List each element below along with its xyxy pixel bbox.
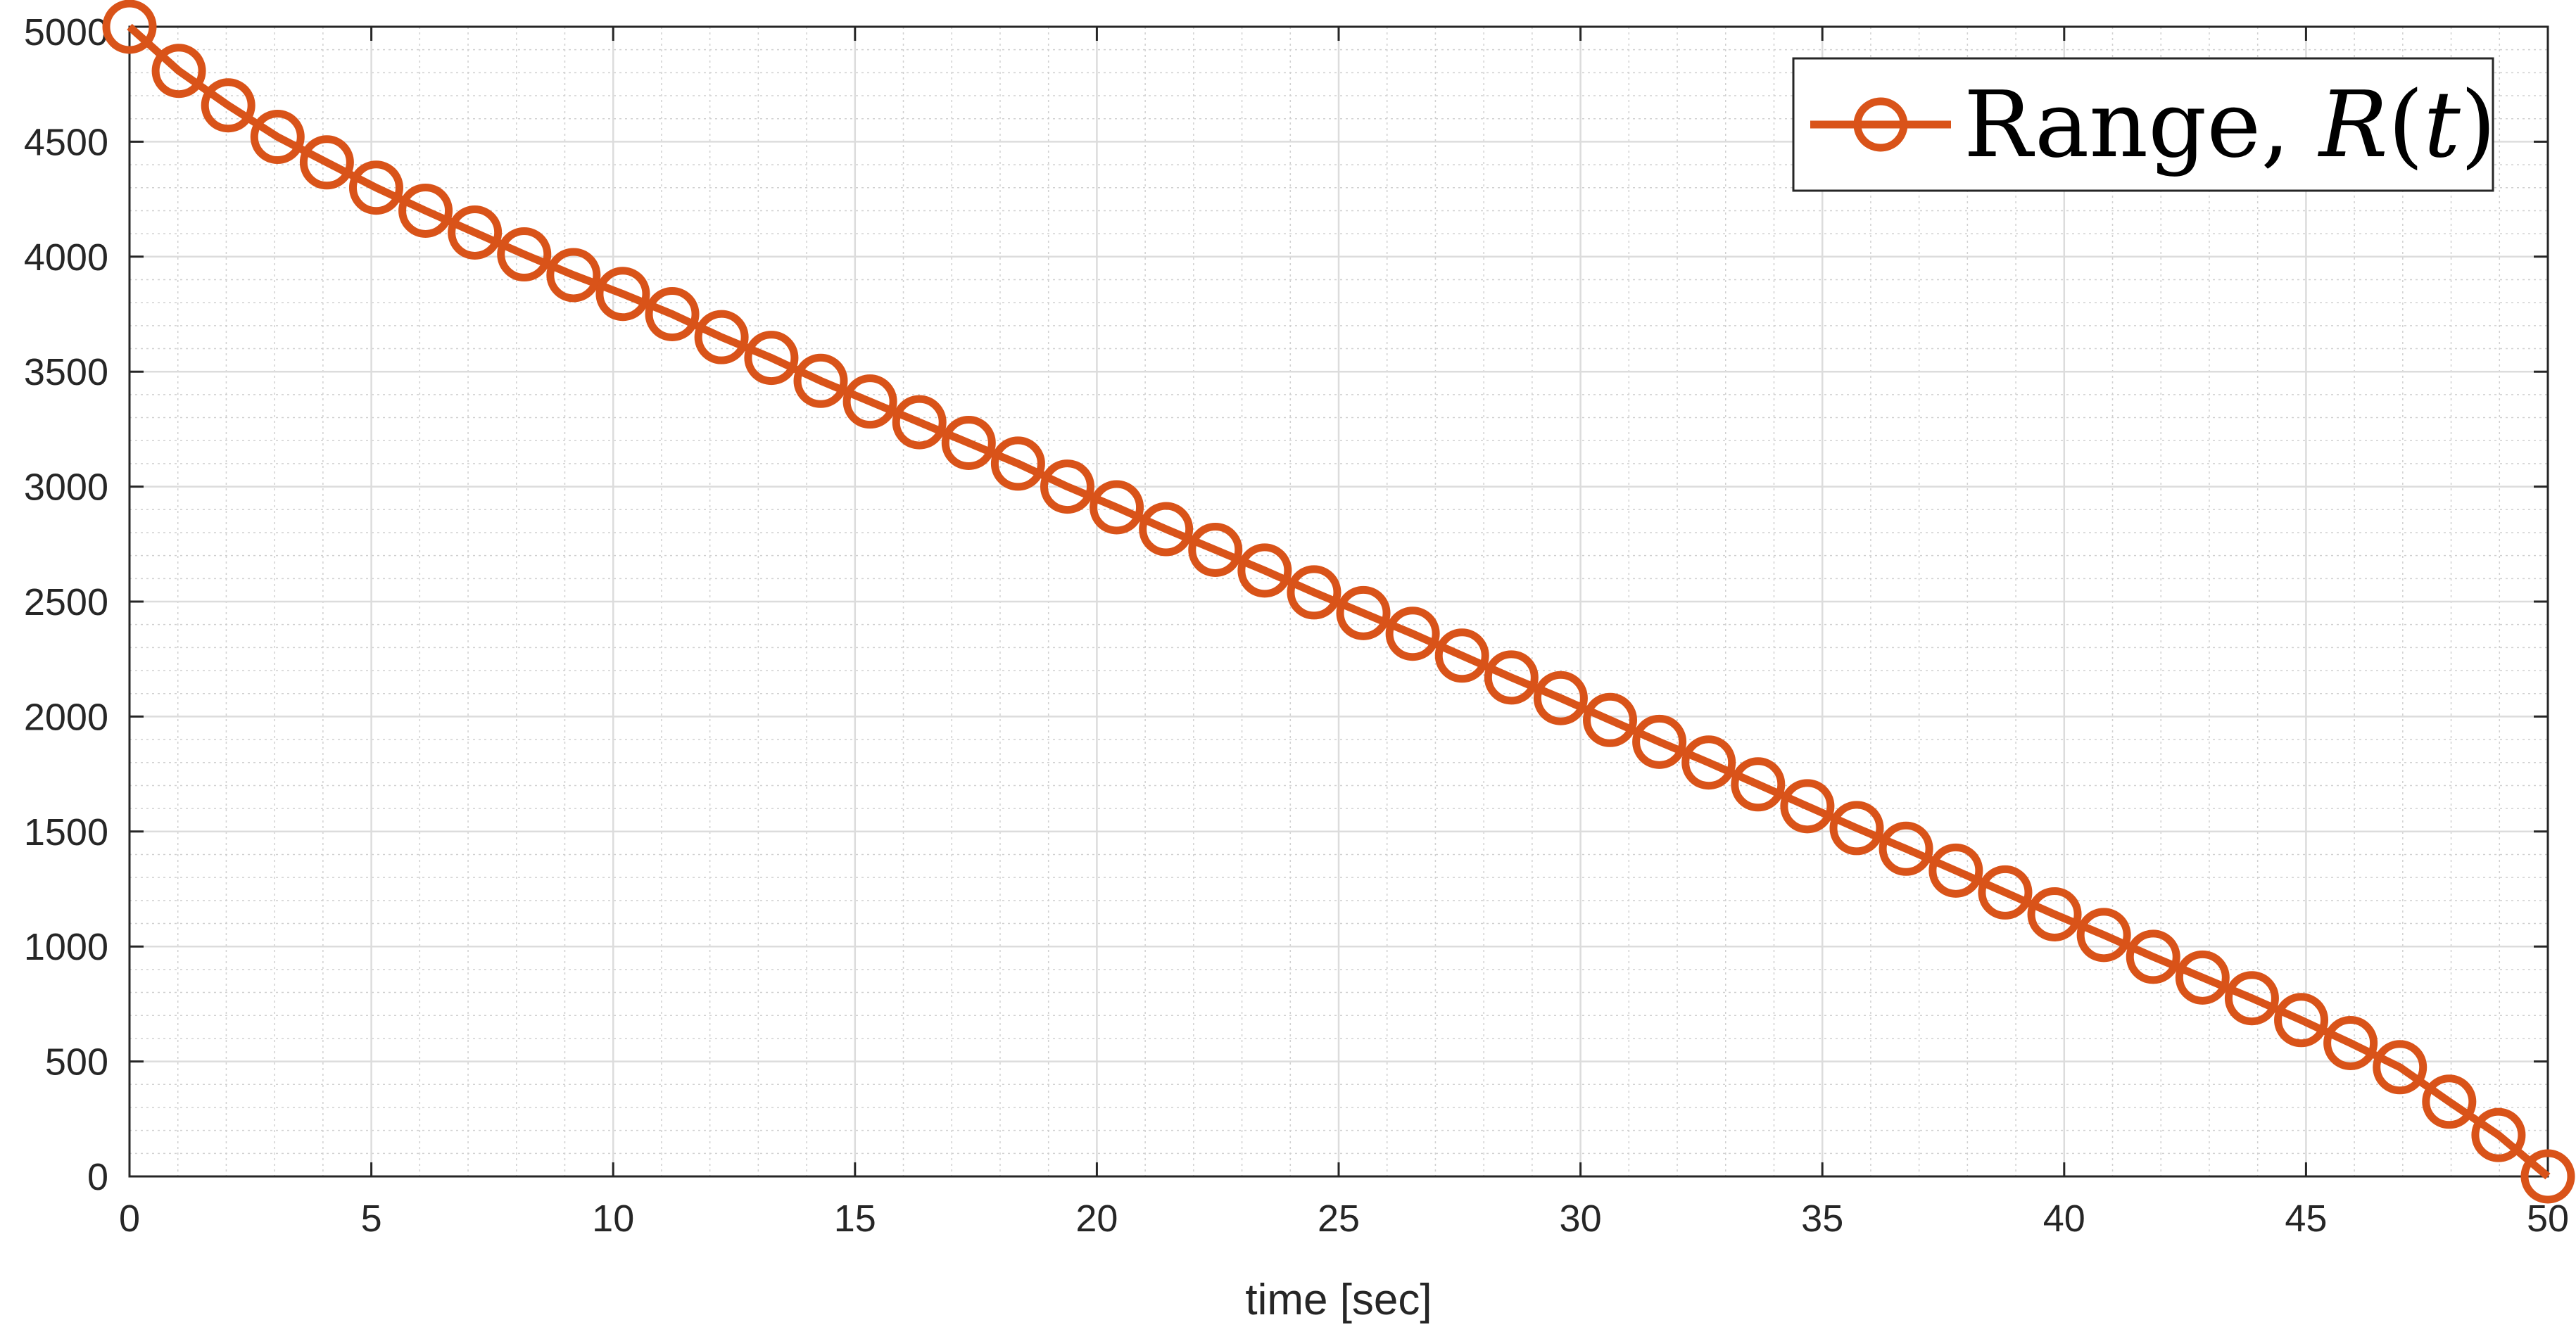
data-point-marker: [2076, 908, 2131, 963]
legend-prefix: Range,: [1964, 71, 2319, 178]
data-point-marker: [546, 248, 601, 303]
x-tick-label: 5: [361, 1198, 382, 1240]
data-point-marker: [1829, 801, 1884, 856]
data-point-marker: [102, 0, 157, 54]
data-point-marker: [990, 436, 1045, 491]
x-tick-label: 25: [1318, 1198, 1360, 1240]
data-point-marker: [892, 395, 947, 450]
y-tick-label: 5000: [24, 11, 108, 53]
data-point-marker: [744, 331, 799, 386]
data-point-marker: [2274, 993, 2329, 1048]
data-point-marker: [2373, 1040, 2427, 1095]
data-point-marker: [2520, 1149, 2575, 1204]
data-point-marker: [398, 183, 453, 238]
data-point-marker: [1385, 607, 1440, 661]
data-point-marker: [448, 205, 503, 260]
data-point-marker: [1336, 585, 1391, 640]
data-point-marker: [497, 227, 552, 282]
data-point-marker: [645, 287, 700, 341]
x-tick-label: 35: [1801, 1198, 1843, 1240]
data-point-marker: [1090, 480, 1144, 535]
data-point-marker: [1928, 843, 1983, 898]
data-point-marker: [151, 44, 206, 99]
x-tick-label: 45: [2285, 1198, 2327, 1240]
data-point-marker: [201, 78, 255, 133]
data-point-marker: [1533, 671, 1588, 725]
x-tick-label: 40: [2043, 1198, 2085, 1240]
x-tick-label: 50: [2527, 1198, 2569, 1240]
y-tick-label: 2500: [24, 581, 108, 623]
data-point-marker: [595, 267, 650, 322]
x-tick-label: 20: [1075, 1198, 1118, 1240]
x-tick-label: 30: [1560, 1198, 1602, 1240]
data-point-marker: [1780, 779, 1835, 834]
data-point-marker: [793, 353, 848, 408]
data-point-marker: [1632, 714, 1687, 769]
axis-ticks: [128, 25, 2549, 1178]
data-point-marker: [1237, 543, 1292, 598]
x-tick-label: 10: [592, 1198, 634, 1240]
data-point-marker: [250, 110, 305, 165]
data-point-marker: [1040, 459, 1094, 514]
y-tick-label: 1500: [24, 811, 108, 853]
data-point-marker: [1484, 650, 1539, 705]
data-point-marker: [1583, 692, 1638, 747]
series-layer: [102, 0, 2575, 1204]
data-point-marker: [1188, 522, 1243, 577]
data-point-marker: [1978, 865, 2033, 920]
legend-paren-close: ): [2461, 71, 2496, 178]
y-tick-label: 4000: [24, 236, 108, 279]
data-point-marker: [2126, 929, 2180, 984]
data-point-marker: [2175, 950, 2230, 1005]
data-point-marker: [1139, 502, 1194, 557]
y-tick-label: 3000: [24, 466, 108, 509]
data-point-marker: [2422, 1074, 2477, 1129]
data-point-marker: [941, 416, 996, 471]
legend-label: Range, R(t): [1964, 71, 2496, 178]
data-point-marker: [2224, 971, 2279, 1026]
data-point-marker: [2027, 887, 2082, 941]
data-point-marker: [842, 374, 897, 429]
y-tick-label: 0: [87, 1156, 108, 1198]
data-point-marker: [694, 310, 749, 364]
data-point-marker: [348, 160, 403, 215]
y-tick-label: 2000: [24, 696, 108, 738]
legend: Range, R(t): [1792, 57, 2496, 192]
x-tick-labels: 0 5 10 15 20 25 30 35 40 45 50: [119, 1198, 2569, 1240]
y-tick-label: 500: [45, 1041, 108, 1084]
legend-math-arg: t: [2424, 71, 2461, 178]
x-tick-label: 15: [834, 1198, 876, 1240]
y-tick-label: 3500: [24, 351, 108, 393]
y-tick-label: 1000: [24, 926, 108, 968]
x-axis-label: time [sec]: [1245, 1276, 1432, 1324]
y-tick-labels: 0 500 1000 1500 2000 2500 3000 3500 4000 4500 5000: [24, 11, 108, 1198]
x-tick-label: 0: [119, 1198, 140, 1240]
data-point-marker: [2471, 1107, 2526, 1162]
data-point-marker: [1879, 821, 1933, 876]
data-point-marker: [1434, 628, 1489, 683]
data-point-marker: [1681, 735, 1736, 790]
legend-math-var: R: [2318, 71, 2388, 178]
data-point-marker: [299, 135, 354, 190]
data-point-marker: [1287, 565, 1341, 620]
data-point-marker: [2323, 1015, 2378, 1070]
y-tick-label: 4500: [24, 121, 108, 163]
legend-paren-open: (: [2388, 71, 2424, 178]
data-point-marker: [1731, 757, 1786, 812]
legend-marker-icon: [1853, 97, 1908, 152]
